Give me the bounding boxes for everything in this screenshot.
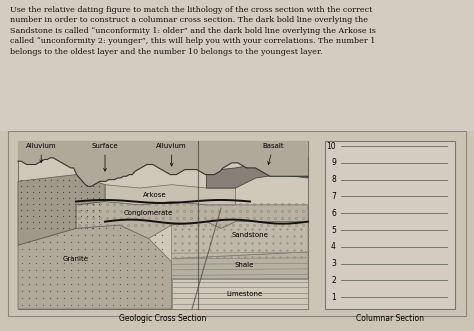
Text: Geologic Cross Section: Geologic Cross Section bbox=[119, 314, 207, 323]
Bar bbox=[18, 141, 308, 309]
Polygon shape bbox=[207, 158, 308, 188]
Text: 7: 7 bbox=[331, 192, 336, 201]
Text: Limestone: Limestone bbox=[226, 291, 262, 297]
Polygon shape bbox=[76, 202, 308, 238]
Text: 2: 2 bbox=[331, 276, 336, 285]
Text: 4: 4 bbox=[331, 242, 336, 251]
Polygon shape bbox=[172, 252, 308, 279]
Text: Shale: Shale bbox=[235, 262, 254, 268]
Text: 10: 10 bbox=[327, 142, 336, 151]
Polygon shape bbox=[172, 279, 308, 309]
Text: Arkose: Arkose bbox=[143, 192, 166, 198]
Text: Use the relative dating figure to match the lithology of the cross section with : Use the relative dating figure to match … bbox=[10, 6, 376, 56]
Text: Alluvium: Alluvium bbox=[26, 143, 56, 163]
Text: 5: 5 bbox=[331, 225, 336, 235]
Bar bbox=[0, 0, 474, 131]
Text: 3: 3 bbox=[331, 259, 336, 268]
Bar bbox=[325, 141, 455, 309]
Text: Alluvium: Alluvium bbox=[156, 143, 187, 166]
Text: Sandstone: Sandstone bbox=[232, 232, 268, 238]
Polygon shape bbox=[172, 222, 308, 259]
Text: Granite: Granite bbox=[63, 256, 89, 261]
Polygon shape bbox=[18, 141, 308, 186]
Text: 8: 8 bbox=[331, 175, 336, 184]
Polygon shape bbox=[18, 225, 172, 309]
Text: Basalt: Basalt bbox=[263, 143, 284, 165]
Text: 9: 9 bbox=[331, 158, 336, 167]
Polygon shape bbox=[18, 174, 105, 245]
Text: Surface: Surface bbox=[91, 143, 118, 171]
Text: 6: 6 bbox=[331, 209, 336, 218]
Polygon shape bbox=[105, 185, 236, 205]
Text: Columnar Section: Columnar Section bbox=[356, 314, 424, 323]
Text: 1: 1 bbox=[331, 293, 336, 302]
Text: Conglomerate: Conglomerate bbox=[124, 210, 173, 216]
Bar bbox=[8, 131, 466, 316]
